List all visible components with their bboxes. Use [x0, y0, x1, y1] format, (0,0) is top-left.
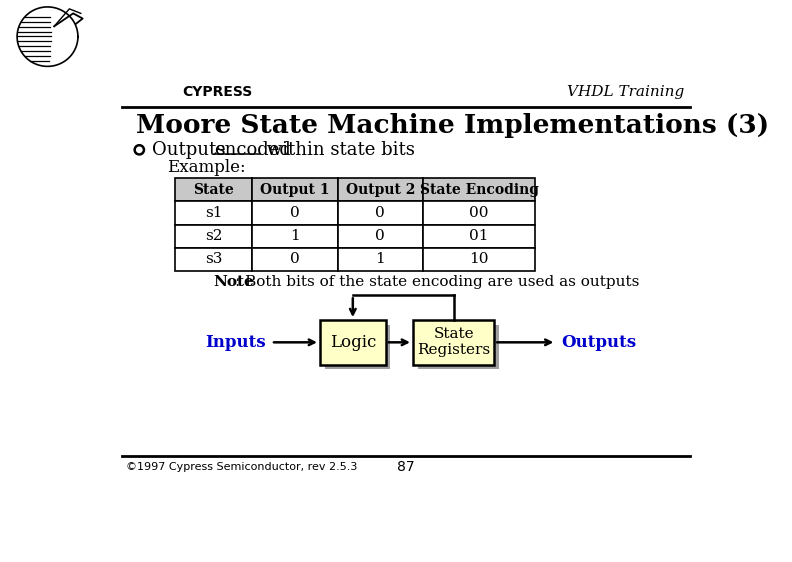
Text: Logic: Logic [329, 334, 376, 351]
Text: Output 1: Output 1 [261, 183, 329, 197]
Text: encoded: encoded [214, 141, 291, 159]
Text: 0: 0 [290, 206, 300, 220]
Text: s1: s1 [205, 206, 223, 220]
Bar [423, 178, 535, 201]
Text: 1: 1 [375, 252, 385, 266]
Text: s3: s3 [205, 252, 223, 266]
Text: within state bits: within state bits [261, 141, 415, 159]
Bar [423, 201, 535, 225]
Text: CYPRESS: CYPRESS [183, 85, 253, 99]
Text: : Both bits of the state encoding are used as outputs: : Both bits of the state encoding are us… [234, 275, 639, 289]
Bar [253, 201, 337, 225]
Bar [175, 201, 253, 225]
Text: 0: 0 [290, 252, 300, 266]
Text: s2: s2 [205, 229, 223, 243]
Bar [423, 248, 535, 271]
Bar [423, 225, 535, 248]
Text: 1: 1 [290, 229, 300, 243]
Text: Example:: Example: [167, 159, 246, 176]
Bar [175, 248, 253, 271]
Bar [417, 325, 499, 369]
Bar [253, 248, 337, 271]
Bar [320, 320, 386, 365]
Bar [413, 320, 494, 365]
Bar [175, 225, 253, 248]
Text: 01: 01 [470, 229, 489, 243]
Text: Outputs: Outputs [152, 141, 230, 159]
Text: Outputs: Outputs [561, 334, 636, 351]
Text: State Encoding: State Encoding [420, 183, 539, 197]
Bar [253, 178, 337, 201]
Bar [337, 225, 423, 248]
Text: ©1997 Cypress Semiconductor, rev 2.5.3: ©1997 Cypress Semiconductor, rev 2.5.3 [126, 462, 357, 472]
Text: Output 2: Output 2 [345, 183, 415, 197]
Bar [337, 201, 423, 225]
Text: VHDL Training: VHDL Training [567, 85, 684, 99]
Text: Note: Note [214, 275, 254, 289]
Text: 10: 10 [470, 252, 489, 266]
Text: Inputs: Inputs [205, 334, 265, 351]
Bar [253, 225, 337, 248]
Text: 00: 00 [470, 206, 489, 220]
Bar [325, 325, 390, 369]
Text: 0: 0 [375, 229, 385, 243]
Text: State
Registers: State Registers [417, 327, 490, 357]
Text: 0: 0 [375, 206, 385, 220]
Bar [175, 178, 253, 201]
Bar [337, 178, 423, 201]
Text: 87: 87 [397, 460, 415, 474]
Text: Moore State Machine Implementations (3): Moore State Machine Implementations (3) [136, 114, 769, 138]
Bar [337, 248, 423, 271]
Text: State: State [193, 183, 234, 197]
